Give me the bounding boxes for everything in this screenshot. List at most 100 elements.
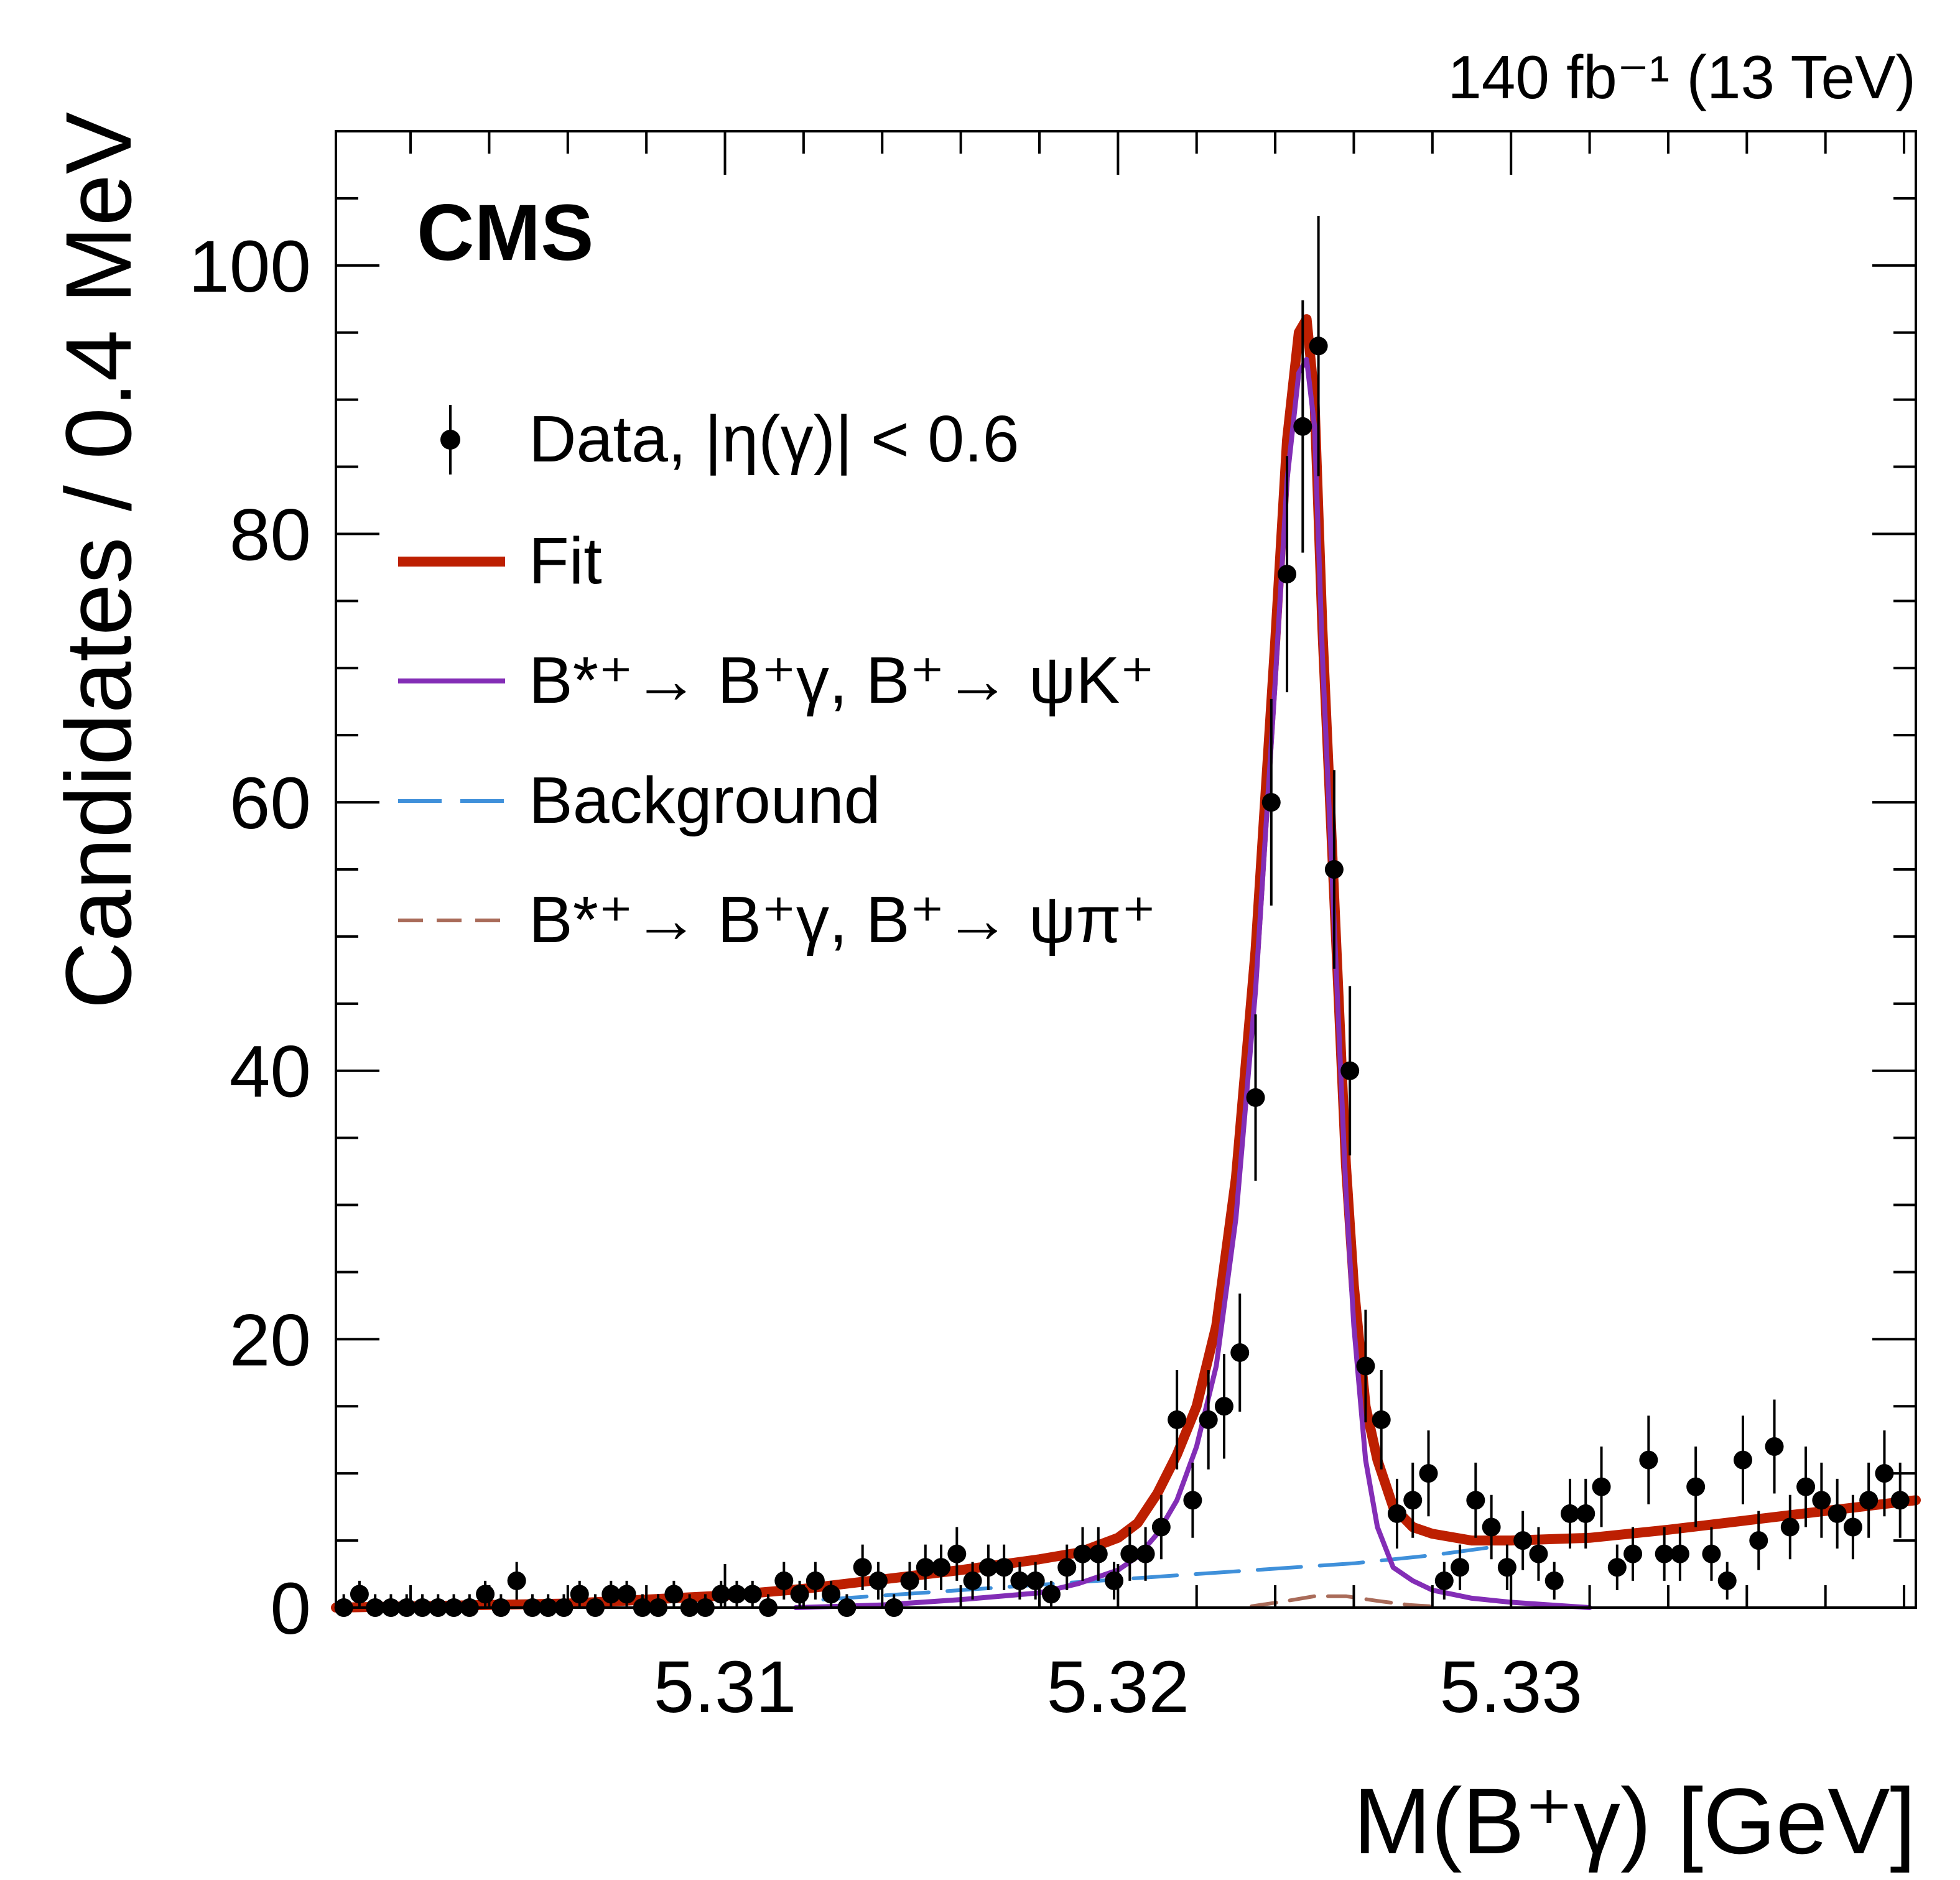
data-marker: [1623, 1544, 1643, 1563]
x-tick-label: 5.31: [654, 1646, 797, 1728]
data-point: [1151, 1494, 1171, 1560]
background-curve: [821, 1545, 1493, 1602]
data-marker: [1293, 417, 1312, 436]
data-marker: [1560, 1504, 1579, 1523]
data-marker: [1686, 1477, 1706, 1496]
data-marker: [1828, 1504, 1847, 1523]
data-point: [1749, 1511, 1768, 1570]
data-marker: [1309, 336, 1328, 356]
data-point: [1041, 1580, 1061, 1608]
data-marker: [1497, 1558, 1516, 1577]
data-marker: [1199, 1410, 1218, 1429]
legend-item-background: Background: [398, 764, 881, 837]
data-marker: [1261, 793, 1281, 812]
data-marker: [822, 1585, 841, 1604]
data-point: [507, 1562, 526, 1600]
x-axis-label: M(B⁺γ) [GeV]: [1354, 1769, 1916, 1873]
data-point: [1168, 1370, 1187, 1470]
fit-curve: [331, 314, 1921, 1613]
y-tick-label: 60: [230, 762, 311, 845]
data-marker: [1702, 1544, 1721, 1563]
data-marker: [868, 1571, 888, 1590]
data-marker: [476, 1585, 495, 1604]
data-marker: [1466, 1491, 1485, 1510]
data-marker: [1183, 1491, 1202, 1510]
data-point: [916, 1544, 935, 1590]
data-marker: [617, 1585, 636, 1604]
y-tick-label: 80: [230, 494, 311, 576]
data-point: [1293, 300, 1312, 553]
data-marker: [1151, 1517, 1171, 1537]
data-marker: [1168, 1410, 1187, 1429]
data-marker: [932, 1558, 951, 1577]
data-point: [570, 1580, 589, 1608]
data-marker: [1655, 1544, 1674, 1563]
data-marker: [947, 1544, 967, 1563]
data-point: [1655, 1527, 1674, 1581]
data-marker: [1278, 565, 1297, 584]
data-point: [1702, 1527, 1721, 1581]
data-point: [1246, 1014, 1265, 1181]
data-point: [1513, 1511, 1533, 1570]
data-point: [1466, 1462, 1485, 1538]
data-point: [1765, 1399, 1784, 1494]
data-marker: [1214, 1397, 1233, 1416]
data-point: [1607, 1544, 1627, 1590]
data-marker: [1451, 1558, 1470, 1577]
data-point: [743, 1580, 762, 1608]
data-marker: [1780, 1517, 1800, 1537]
y-tick-label: 40: [230, 1031, 311, 1113]
data-marker: [1843, 1517, 1862, 1537]
data-point: [1089, 1527, 1108, 1581]
x-tick-label: 5.33: [1439, 1646, 1582, 1728]
data-marker: [727, 1585, 746, 1604]
data-point: [1717, 1562, 1737, 1600]
data-marker: [1073, 1544, 1092, 1563]
data-marker: [1387, 1504, 1406, 1523]
data-point: [1356, 1309, 1375, 1423]
data-marker: [1246, 1088, 1265, 1107]
data-point: [1010, 1562, 1029, 1600]
data-marker: [1812, 1491, 1831, 1510]
data-marker: [1733, 1450, 1752, 1470]
data-marker: [963, 1571, 982, 1590]
data-marker: [1765, 1437, 1784, 1456]
data-marker: [1639, 1450, 1658, 1470]
data-point: [1261, 698, 1281, 906]
data-marker: [1796, 1477, 1816, 1496]
data-point: [1812, 1462, 1831, 1538]
data-marker: [1592, 1477, 1611, 1496]
lumi-label: 140 fb⁻¹ (13 TeV): [1447, 43, 1916, 111]
data-point: [1199, 1370, 1218, 1470]
data-point: [1309, 215, 1328, 476]
data-marker: [1859, 1491, 1879, 1510]
y-tick-label: 100: [188, 226, 311, 308]
data-point: [1828, 1478, 1847, 1549]
data-point: [900, 1562, 919, 1600]
plot-area: 0 20 40 60 80 100 5.31 5.32 5.33: [188, 130, 1921, 1728]
data-point: [1780, 1494, 1800, 1560]
y-tick-label: 20: [230, 1299, 311, 1381]
data-point: [1230, 1293, 1250, 1412]
data-point: [1482, 1494, 1501, 1560]
data-marker: [1120, 1544, 1140, 1563]
x-tick-label: 5.32: [1047, 1646, 1190, 1728]
data-point: [963, 1562, 982, 1600]
data-point: [1560, 1478, 1579, 1549]
data-point: [822, 1580, 841, 1608]
data-point: [1875, 1430, 1894, 1517]
data-marker: [1482, 1517, 1501, 1537]
data-marker: [774, 1571, 794, 1590]
data-marker: [853, 1558, 872, 1577]
data-point: [1670, 1527, 1689, 1581]
legend-item-signal-k: B*⁺→ B⁺γ, B⁺→ ψK⁺: [398, 644, 1154, 717]
data-marker: [1057, 1558, 1077, 1577]
data-marker: [1607, 1558, 1627, 1577]
data-marker: [1890, 1491, 1910, 1510]
data-point: [932, 1544, 951, 1590]
data-marker: [1717, 1571, 1737, 1590]
data-marker: [570, 1585, 589, 1604]
legend-item-signal-pi: B*⁺→ B⁺γ, B⁺→ ψπ⁺: [398, 883, 1156, 956]
data-point: [1843, 1494, 1862, 1560]
